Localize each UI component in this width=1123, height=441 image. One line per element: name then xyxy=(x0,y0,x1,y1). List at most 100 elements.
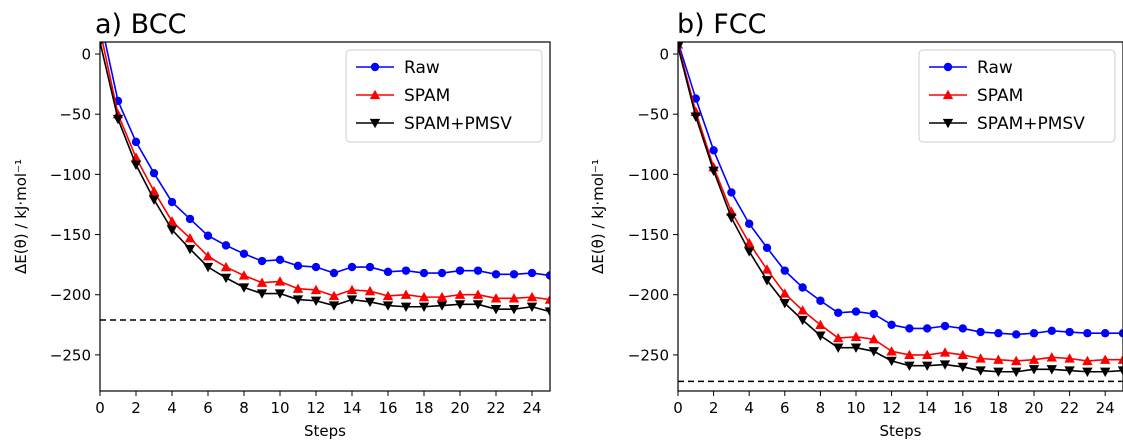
data-point-raw xyxy=(762,243,772,252)
data-point-spam-pmsv xyxy=(508,305,520,315)
data-point-raw xyxy=(940,321,950,331)
data-point-raw xyxy=(780,266,789,275)
data-point-spam-pmsv xyxy=(472,300,484,310)
y-tick-label: −100 xyxy=(628,166,669,184)
axes-frame xyxy=(677,41,1123,392)
legend-label-raw: Raw xyxy=(977,58,1013,78)
legend-label-spam-pmsv: SPAM+PMSV xyxy=(977,114,1085,134)
data-point-raw xyxy=(221,241,231,250)
x-tick-label: 20 xyxy=(1024,399,1043,417)
x-tick-label: 2 xyxy=(709,399,719,417)
x-tick-label: 20 xyxy=(450,399,469,417)
data-point-spam xyxy=(544,294,550,304)
data-point-spam xyxy=(364,285,376,296)
data-point-spam-pmsv xyxy=(815,331,826,341)
data-point-spam xyxy=(508,293,520,303)
data-point-spam xyxy=(975,353,986,363)
data-point-spam-pmsv xyxy=(957,362,968,373)
y-tick-label: −150 xyxy=(50,226,91,244)
data-point-spam-pmsv xyxy=(220,273,232,284)
data-point-raw xyxy=(976,327,985,337)
data-point-spam-pmsv xyxy=(100,42,103,48)
data-point-spam-pmsv xyxy=(310,296,322,306)
legend-marker-raw xyxy=(370,62,380,72)
data-point-raw xyxy=(149,168,159,178)
data-point-raw xyxy=(869,309,878,319)
data-point-spam-pmsv xyxy=(364,297,376,308)
data-point-spam-pmsv xyxy=(418,302,430,312)
data-point-spam-pmsv xyxy=(112,114,124,125)
data-point-spam xyxy=(1117,354,1123,364)
data-point-raw xyxy=(527,268,537,278)
data-point-raw xyxy=(293,261,303,271)
data-point-raw xyxy=(816,296,825,305)
panel-bcc: 0 2 4 6 8 10 12 14 16 18 20 22 240−50−100−150−200−25… xyxy=(12,9,551,440)
y-tick-label: −250 xyxy=(628,346,669,364)
data-point-spam xyxy=(238,270,250,280)
data-point-raw xyxy=(923,324,932,333)
data-point-spam xyxy=(850,331,862,342)
data-point-spam-pmsv xyxy=(779,298,790,309)
y-tick-label: −200 xyxy=(50,286,91,304)
data-point-raw xyxy=(455,266,465,275)
data-point-spam-pmsv xyxy=(1046,365,1057,375)
x-tick-label: 16 xyxy=(953,399,972,417)
data-point-spam-pmsv xyxy=(1028,365,1040,375)
data-point-spam xyxy=(400,289,412,299)
data-point-spam xyxy=(526,291,538,302)
y-tick-label: −150 xyxy=(628,226,669,244)
data-point-spam-pmsv xyxy=(797,315,808,326)
data-point-spam-pmsv xyxy=(148,195,160,205)
x-tick-label: 10 xyxy=(270,399,289,417)
legend-box xyxy=(918,49,1116,143)
y-tick-label: 0 xyxy=(659,46,669,64)
chart-title: a) BCC xyxy=(95,9,186,40)
data-point-spam-pmsv xyxy=(1011,367,1022,377)
y-tick-label: −200 xyxy=(628,286,669,304)
data-point-spam xyxy=(490,293,502,303)
x-tick-label: 0 xyxy=(673,399,683,417)
data-point-spam-pmsv xyxy=(436,301,448,311)
data-point-spam-pmsv xyxy=(202,262,214,273)
data-point-raw xyxy=(419,268,429,278)
data-point-spam-pmsv xyxy=(382,301,394,311)
data-point-spam xyxy=(1028,354,1040,364)
data-point-spam xyxy=(1100,354,1111,364)
data-point-spam xyxy=(436,291,448,302)
data-point-spam-pmsv xyxy=(761,276,773,286)
data-point-raw xyxy=(745,219,754,228)
data-point-spam xyxy=(993,354,1004,364)
data-point-raw xyxy=(958,324,967,333)
legend-label-spam: SPAM xyxy=(404,86,450,106)
data-point-raw xyxy=(473,266,483,275)
data-point-spam-pmsv xyxy=(400,302,412,312)
data-point-spam xyxy=(1064,353,1075,363)
data-point-spam xyxy=(256,277,268,287)
x-tick-label: 22 xyxy=(486,399,505,417)
data-point-raw xyxy=(709,146,718,155)
data-point-spam xyxy=(886,346,897,356)
data-point-spam xyxy=(184,232,196,243)
data-point-spam-pmsv xyxy=(833,343,844,353)
data-point-raw xyxy=(239,249,249,259)
data-point-raw xyxy=(994,329,1003,338)
legend-marker-spam xyxy=(369,89,381,100)
legend-label-spam-pmsv: SPAM+PMSV xyxy=(404,114,512,134)
data-point-raw xyxy=(851,307,861,316)
data-point-raw xyxy=(275,255,285,265)
data-point-raw xyxy=(798,283,807,292)
x-tick-label: 2 xyxy=(131,399,141,417)
legend-marker-spam-pmsv xyxy=(942,118,954,129)
data-point-spam-pmsv xyxy=(939,360,951,370)
data-point-raw xyxy=(437,268,447,278)
data-point-raw xyxy=(131,137,141,147)
x-tick-label: 22 xyxy=(1060,399,1079,417)
data-point-spam xyxy=(726,206,737,216)
data-point-spam-pmsv xyxy=(256,289,268,299)
axes-frame xyxy=(99,41,551,392)
x-tick-label: 14 xyxy=(918,399,937,417)
data-point-spam xyxy=(328,290,340,301)
data-point-spam xyxy=(274,276,286,286)
data-point-spam xyxy=(310,284,322,295)
y-tick-label: −50 xyxy=(637,106,669,124)
